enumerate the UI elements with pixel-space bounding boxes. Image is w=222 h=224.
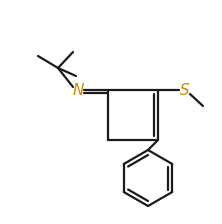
Text: S: S [180, 82, 190, 97]
Text: N: N [72, 82, 84, 97]
